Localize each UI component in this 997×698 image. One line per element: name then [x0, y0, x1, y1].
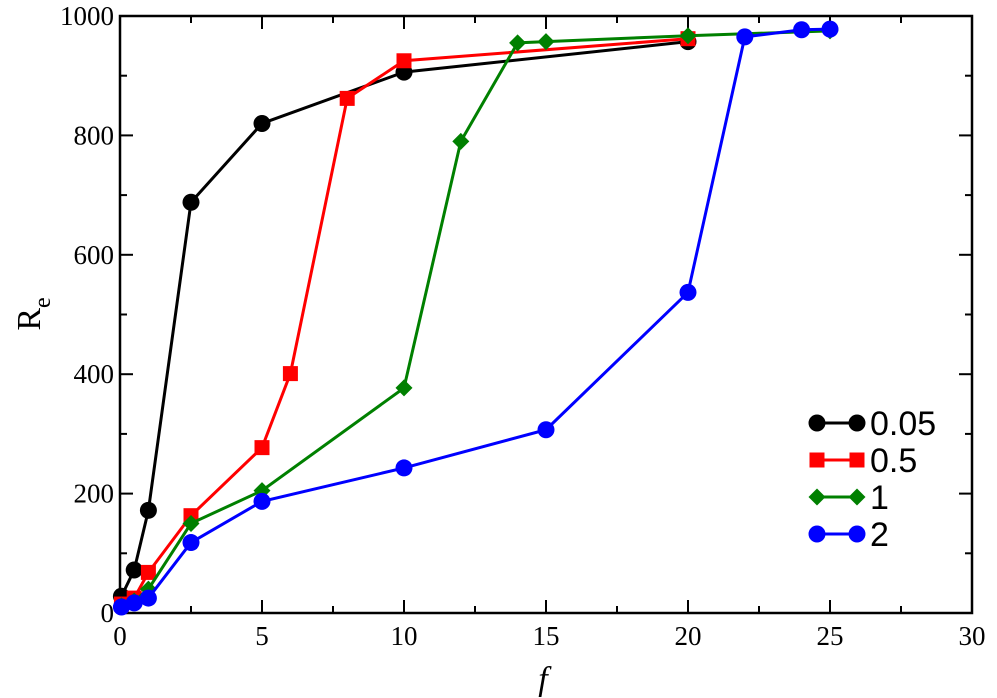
x-tick-label: 20 [675, 621, 702, 651]
legend-label: 1 [870, 479, 889, 517]
data-point [139, 589, 157, 607]
series-layer [112, 20, 839, 616]
data-point [736, 28, 754, 46]
y-tick-label: 200 [74, 479, 115, 509]
data-point [182, 514, 200, 532]
legend-entry: 2 [808, 516, 889, 554]
data-point [282, 366, 298, 382]
series-line [120, 37, 689, 606]
data-point [339, 90, 355, 106]
data-point [396, 53, 412, 69]
x-tick-label: 25 [817, 621, 844, 651]
axis-tick-labels: 0 5 10 15 20 25 30 0 200 400 600 800 1000 [60, 1, 986, 651]
x-tick-label: 0 [113, 621, 127, 651]
legend-marker [808, 525, 826, 543]
y-axis-label-main: R [11, 308, 48, 331]
y-tick-label: 800 [74, 120, 115, 150]
data-point [509, 34, 527, 52]
data-point [140, 564, 156, 580]
data-point [254, 440, 270, 456]
data-point [679, 27, 697, 45]
data-point [537, 33, 555, 51]
legend-entry: 1 [808, 479, 889, 517]
y-tick-label: 0 [101, 598, 115, 628]
data-point [452, 132, 470, 150]
data-point [793, 21, 811, 39]
data-point [395, 459, 413, 477]
legend-marker [849, 452, 865, 468]
data-point [182, 534, 200, 552]
legend-label: 0.05 [870, 405, 936, 443]
data-point [253, 492, 271, 510]
data-point [125, 561, 143, 579]
y-tick-label: 1000 [60, 1, 114, 31]
plot-border [118, 14, 974, 615]
plot-frame [118, 14, 974, 615]
legend-entry: 0.05 [808, 405, 936, 443]
x-tick-label: 10 [391, 621, 418, 651]
series-0-5 [113, 31, 696, 612]
data-point [821, 20, 839, 38]
series-2 [112, 20, 839, 616]
data-point [182, 193, 200, 211]
data-point [395, 379, 413, 397]
axis-ticks [119, 15, 973, 614]
x-tick-label: 30 [959, 621, 986, 651]
legend-marker [808, 414, 826, 432]
data-point [253, 114, 271, 132]
data-point [125, 594, 143, 612]
legend-marker [848, 525, 866, 543]
legend-marker [848, 414, 866, 432]
svg-text:Re: Re [11, 297, 56, 330]
legend-label: 0.5 [870, 442, 917, 480]
series-line [120, 40, 689, 597]
legend-label: 2 [870, 516, 889, 554]
y-tick-label: 600 [74, 240, 115, 270]
y-axis-label: Re [11, 297, 56, 330]
legend-entry: 0.5 [809, 442, 917, 480]
legend-marker [808, 488, 826, 506]
data-point [679, 283, 697, 301]
x-tick-label: 15 [533, 621, 560, 651]
y-tick-label: 400 [74, 359, 115, 389]
x-tick-label: 5 [255, 621, 269, 651]
data-point [537, 421, 555, 439]
y-axis-label-subscript: e [30, 297, 56, 308]
data-point [112, 598, 130, 616]
legend-marker [848, 488, 866, 506]
legend-marker [809, 452, 825, 468]
x-axis-label: f [538, 661, 552, 698]
legend: 0.050.512 [808, 405, 936, 554]
data-point [139, 501, 157, 519]
